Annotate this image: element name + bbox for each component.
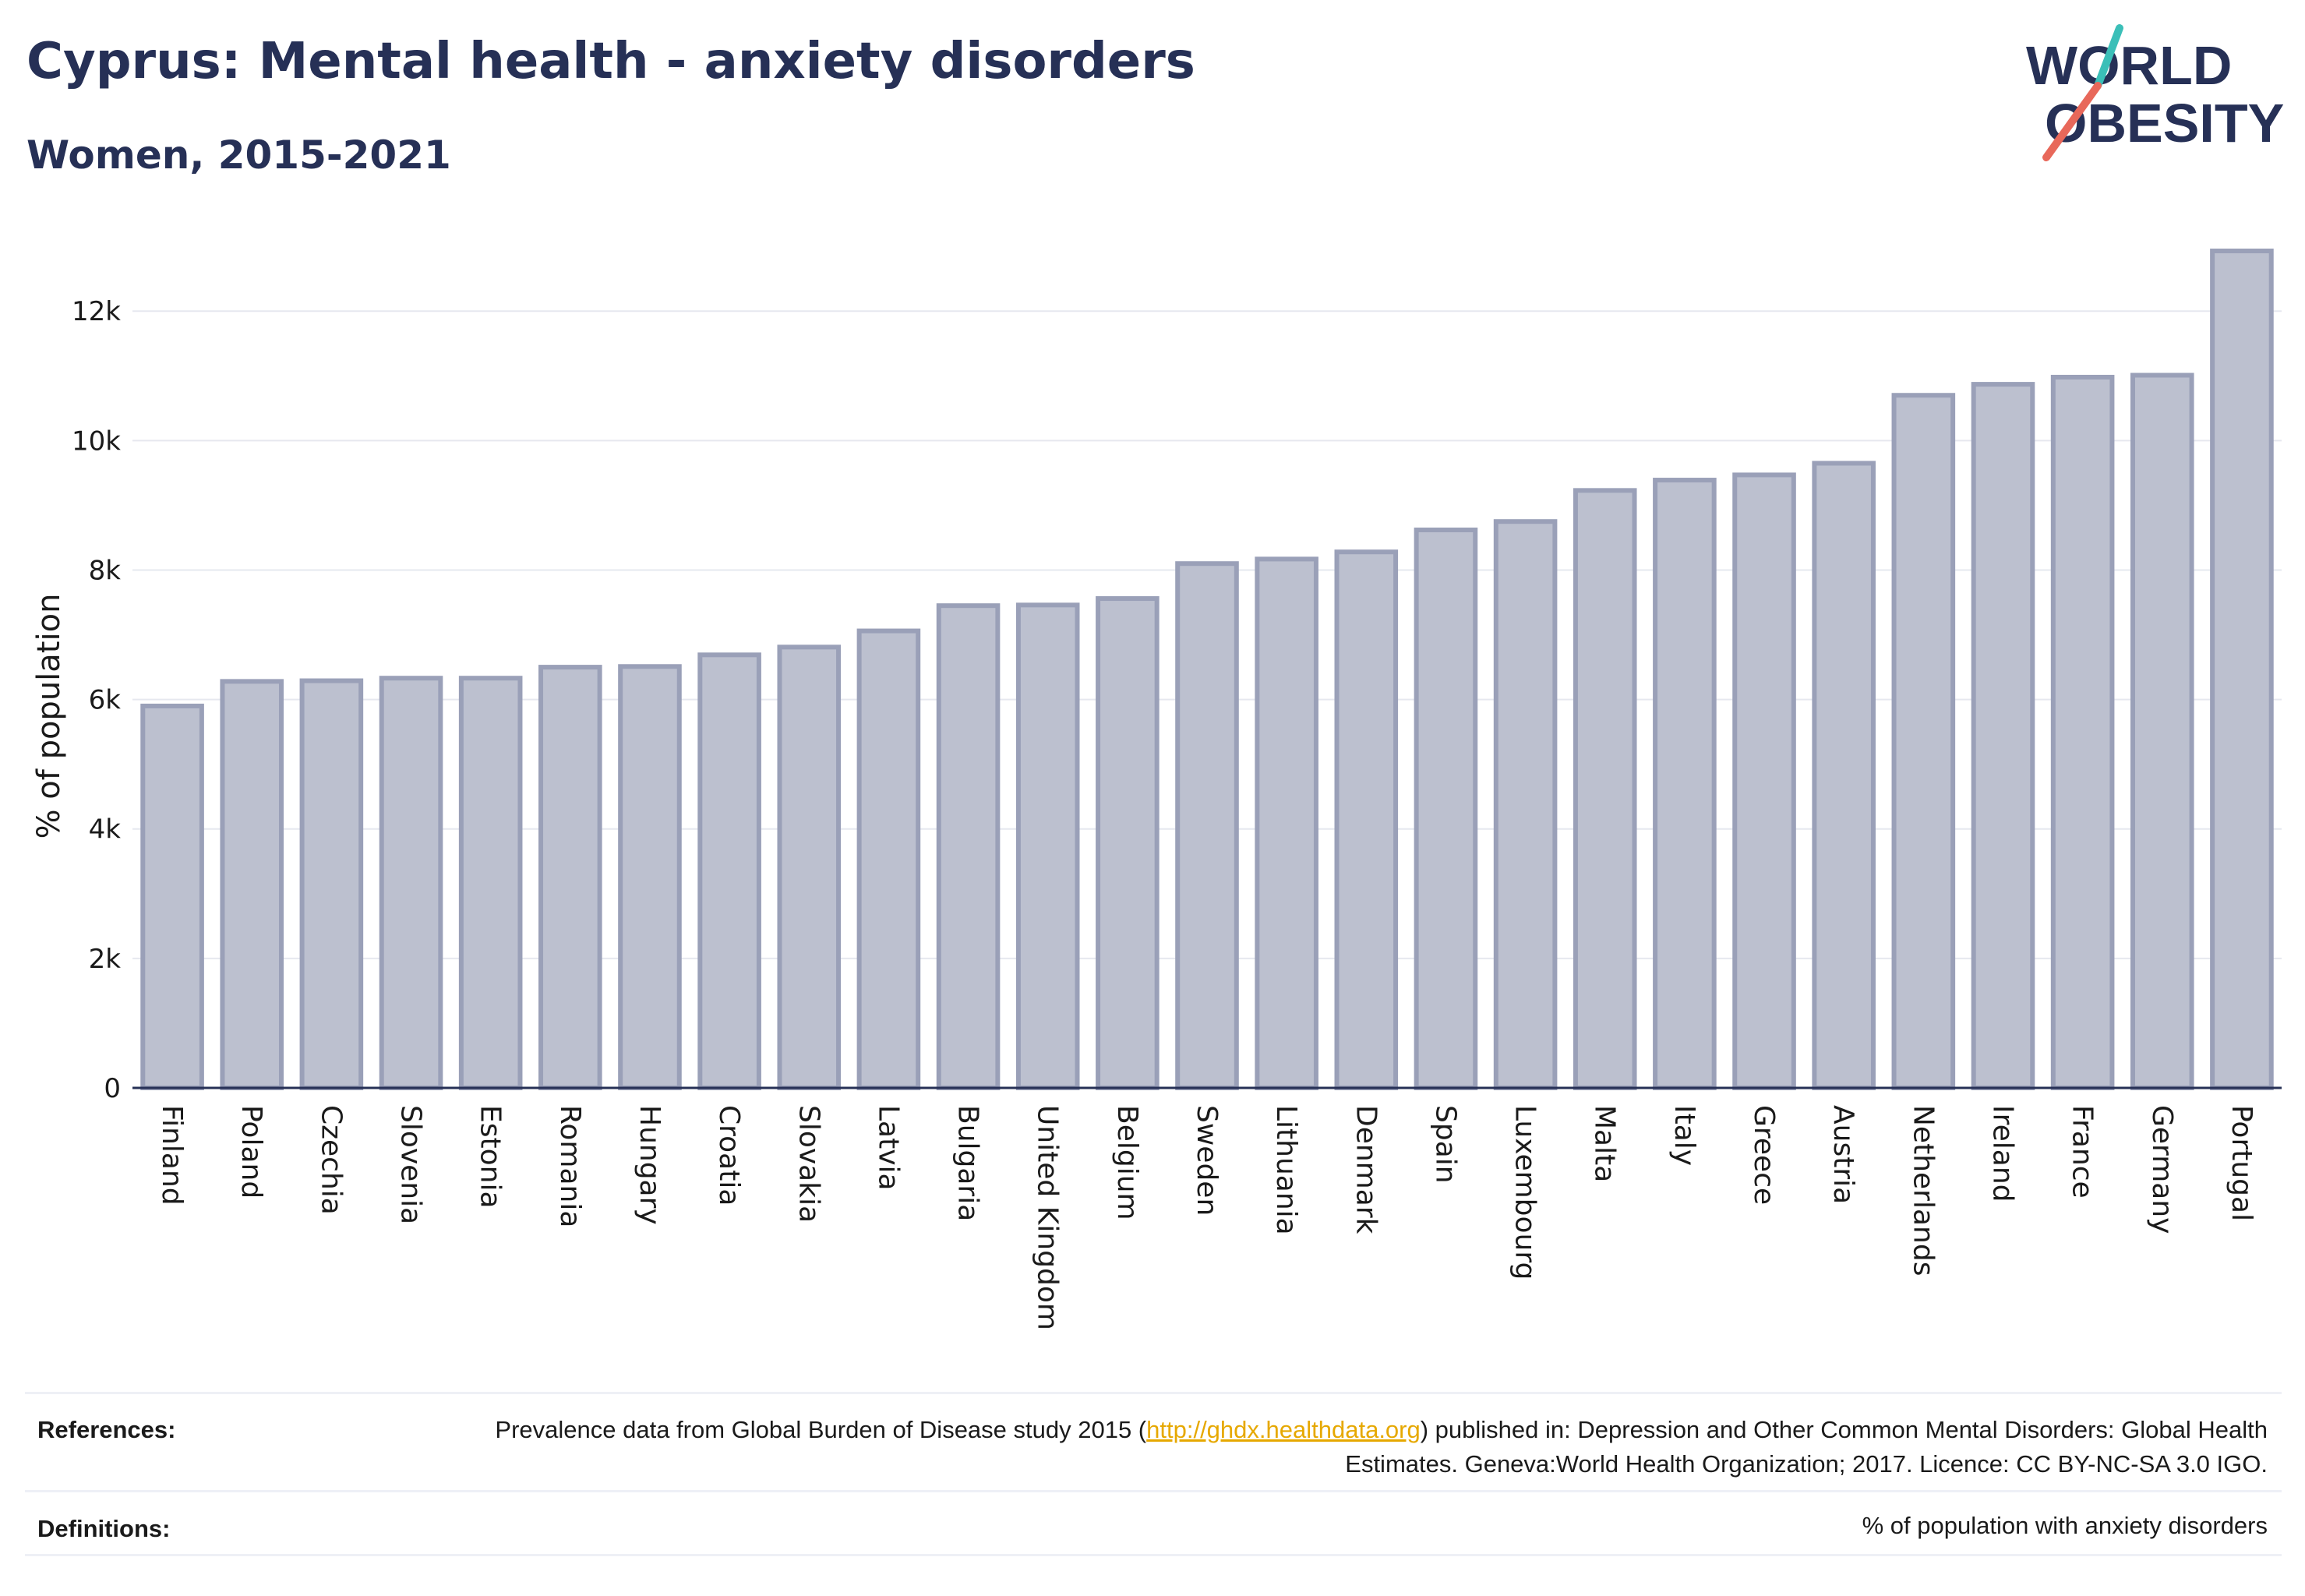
logo-line1: WORLD (2026, 35, 2232, 96)
y-tick-label: 10k (72, 425, 121, 457)
bar-czechia (299, 678, 364, 1090)
bar-luxembourg (1493, 519, 1558, 1090)
x-tick-label: Czechia (315, 1105, 347, 1215)
x-tick-label: Lithuania (1270, 1105, 1302, 1235)
x-tick-label: Germany (2146, 1105, 2178, 1234)
y-tick-label: 8k (89, 555, 122, 586)
bar-netherlands (1891, 393, 1956, 1091)
bar-chart: 0 2k 4k 6k 8k 10k 12k % of population Finland Pol… (31, 249, 2282, 1330)
chart-subtitle: Women, 2015-2021 (26, 132, 451, 178)
bar-ireland (1971, 382, 2035, 1090)
y-tick-label: 4k (89, 814, 122, 846)
bar-greece (1732, 472, 1796, 1090)
x-tick-label: Italy (1668, 1105, 1700, 1166)
bar-denmark (1334, 549, 1399, 1090)
x-tick-label: Austria (1827, 1105, 1859, 1204)
y-tick-label: 6k (89, 685, 122, 716)
bar-slovakia (777, 644, 842, 1090)
x-tick-label: Greece (1748, 1105, 1780, 1205)
x-tick-label: Netherlands (1907, 1105, 1939, 1276)
bar-belgium (1096, 596, 1160, 1090)
references-text-before: Prevalence data from Global Burden of Di… (495, 1416, 1147, 1443)
bar-italy (1653, 478, 1717, 1090)
references-text-after: ) published in: Depression and Other Com… (1345, 1416, 2268, 1478)
logo-slash-coral (2042, 82, 2102, 161)
y-axis-label: % of population (31, 594, 67, 839)
footer-divider-top (25, 1392, 2282, 1394)
x-tick-label: Poland (235, 1105, 267, 1199)
x-tick-label: France (2067, 1105, 2099, 1199)
footer-divider-middle (25, 1490, 2282, 1492)
x-tick-label: Finland (156, 1105, 188, 1206)
x-tick-label: Estonia (475, 1105, 507, 1209)
logo-slash-teal (2094, 24, 2123, 90)
bar-croatia (697, 652, 761, 1090)
bar-romania (538, 665, 602, 1090)
x-tick-label: Latvia (872, 1105, 904, 1191)
x-tick-label: United Kingdom (1032, 1105, 1064, 1330)
y-tick-label: 12k (72, 296, 121, 327)
x-tick-label: Spain (1429, 1105, 1461, 1184)
bar-slovenia (379, 676, 443, 1090)
bar-bulgaria (936, 603, 1001, 1090)
x-tick-label: Luxembourg (1509, 1105, 1541, 1280)
y-tick-label: 2k (89, 944, 122, 975)
definitions-text: % of population with anxiety disorders (1862, 1512, 2268, 1539)
bar-lithuania (1255, 556, 1318, 1090)
x-tick-label: Croatia (713, 1105, 745, 1206)
bar-portugal (2210, 249, 2274, 1090)
definitions-label: Definitions: (37, 1515, 171, 1542)
bar-france (2050, 374, 2115, 1090)
references-link[interactable]: http://ghdx.healthdata.org (1146, 1416, 1421, 1443)
y-tick-label: 0 (104, 1073, 121, 1104)
x-tick-label: Belgium (1111, 1105, 1143, 1220)
x-tick-label: Portugal (2226, 1105, 2257, 1221)
bar-germany (2130, 373, 2194, 1090)
chart-title: Cyprus: Mental health - anxiety disorder… (26, 33, 1195, 90)
x-tick-label: Denmark (1350, 1105, 1382, 1234)
bar-latvia (856, 628, 921, 1090)
bar-finland (140, 703, 204, 1091)
x-tick-label: Sweden (1191, 1105, 1223, 1216)
references-label: References: (37, 1416, 176, 1443)
x-tick-label: Slovakia (792, 1105, 824, 1223)
bar-estonia (458, 676, 523, 1090)
bar-spain (1414, 528, 1478, 1090)
x-tick-label: Ireland (1986, 1105, 2018, 1202)
bar-austria (1812, 461, 1876, 1090)
bar-hungary (618, 664, 682, 1090)
bar-united-kingdom (1015, 602, 1080, 1090)
footer-divider-bottom (25, 1554, 2282, 1556)
x-tick-label: Malta (1589, 1105, 1621, 1182)
bar-malta (1573, 488, 1637, 1090)
bar-poland (220, 679, 284, 1090)
references-text: Prevalence data from Global Burden of Di… (475, 1413, 2268, 1481)
bar-sweden (1175, 561, 1239, 1090)
world-obesity-logo: WORLD OBESITY (2026, 24, 2284, 161)
x-tick-label: Romania (554, 1105, 586, 1227)
x-tick-label: Hungary (634, 1105, 665, 1225)
x-tick-label: Slovenia (395, 1105, 427, 1224)
x-tick-label: Bulgaria (952, 1105, 984, 1221)
